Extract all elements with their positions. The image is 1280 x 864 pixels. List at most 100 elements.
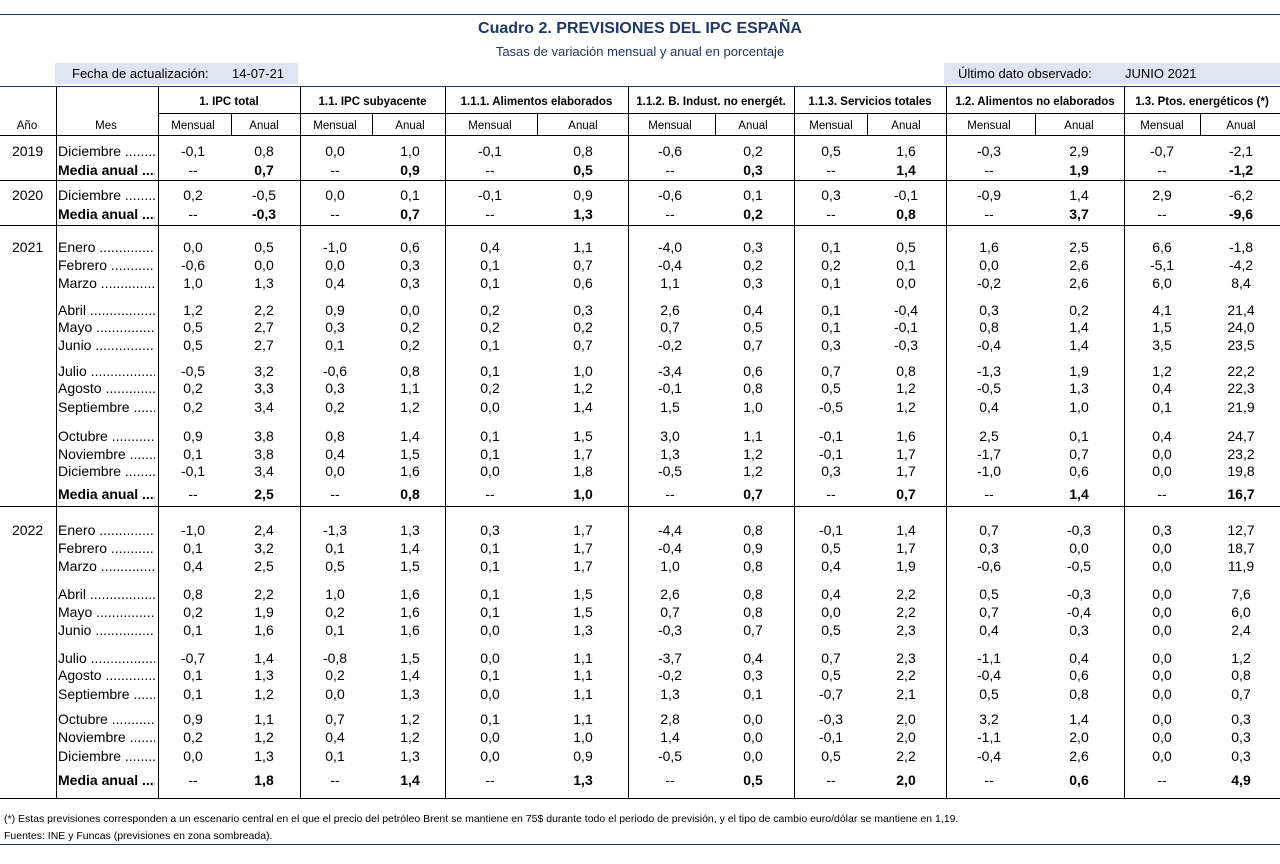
annual-value: 1,3 <box>254 667 274 683</box>
monthly-value: -- <box>330 772 340 788</box>
annual-value: 0,6 <box>743 363 763 379</box>
column-divider <box>628 87 629 798</box>
annual-value: 1,2 <box>896 399 916 415</box>
annual-value: 0,3 <box>743 162 763 178</box>
annual-value: 1,0 <box>573 363 593 379</box>
annual-value: 0,7 <box>896 486 916 502</box>
monthly-value: 0,1 <box>183 540 203 556</box>
annual-value: 23,2 <box>1227 446 1255 462</box>
annual-value: 2,0 <box>1069 729 1089 745</box>
annual-value: 0,0 <box>743 729 763 745</box>
update-date-box: Fecha de actualización: 14-07-21 <box>55 63 298 84</box>
monthly-value: 0,1 <box>480 446 500 462</box>
monthly-value: -0,4 <box>976 667 1002 683</box>
annual-header: Anual <box>568 120 598 132</box>
month-label: Febrero ................................… <box>58 257 155 273</box>
subcolumn-divider <box>537 114 538 135</box>
annual-value: 2,2 <box>896 667 916 683</box>
annual-value: 0,7 <box>743 622 763 638</box>
monthly-value: -0,5 <box>657 748 683 764</box>
monthly-value: 2,5 <box>979 428 999 444</box>
group-header: 1.3. Ptos. energéticos (*) <box>1135 96 1269 108</box>
monthly-value: 0,7 <box>821 363 841 379</box>
monthly-value: 3,0 <box>660 428 680 444</box>
annual-value: 3,2 <box>254 363 274 379</box>
group-header: 1.1.3. Servicios totales <box>808 96 932 108</box>
monthly-value: -- <box>984 772 994 788</box>
annual-value: 0,6 <box>1069 463 1089 479</box>
update-label: Fecha de actualización: <box>72 66 209 81</box>
annual-value: 2,0 <box>896 711 916 727</box>
monthly-value: 0,0 <box>325 257 345 273</box>
annual-value: -0,4 <box>893 302 919 318</box>
monthly-value: -0,3 <box>657 622 683 638</box>
monthly-value: 3,2 <box>979 711 999 727</box>
monthly-value: 0,8 <box>979 319 999 335</box>
annual-header: Anual <box>738 120 768 132</box>
monthly-value: 0,4 <box>1152 380 1172 396</box>
annual-value: 2,7 <box>254 319 274 335</box>
annual-value: 4,9 <box>1231 772 1251 788</box>
year-group-rule <box>0 180 1280 181</box>
monthly-value: 0,4 <box>979 622 999 638</box>
last-observed-label: Último dato observado: <box>958 66 1092 81</box>
month-label: Marzo ..................................… <box>58 275 155 291</box>
monthly-value: 0,8 <box>183 586 203 602</box>
annual-value: 0,8 <box>743 586 763 602</box>
annual-value: 1,4 <box>896 162 916 178</box>
annual-value: 24,0 <box>1227 319 1255 335</box>
monthly-value: 0,5 <box>821 143 841 159</box>
group-header: 1.2. Alimentos no elaborados <box>955 96 1115 108</box>
monthly-value: 0,4 <box>1152 428 1172 444</box>
monthly-value: 0,1 <box>480 428 500 444</box>
annual-value: 2,5 <box>254 558 274 574</box>
annual-value: 1,2 <box>254 686 274 702</box>
monthly-header: Mensual <box>171 120 215 132</box>
annual-value: 0,7 <box>1069 446 1089 462</box>
monthly-value: 0,1 <box>480 275 500 291</box>
annual-value: -0,4 <box>1066 604 1092 620</box>
annual-value: 1,5 <box>573 586 593 602</box>
monthly-value: 0,0 <box>1152 711 1172 727</box>
monthly-value: 0,0 <box>1152 667 1172 683</box>
annual-value: 1,8 <box>573 463 593 479</box>
monthly-value: -1,7 <box>976 446 1002 462</box>
sources-note: Fuentes: INE y Funcas (previsiones en zo… <box>4 830 273 842</box>
monthly-value: 1,5 <box>1152 319 1172 335</box>
monthly-value: -0,8 <box>322 650 348 666</box>
subcolumn-divider <box>372 114 373 135</box>
monthly-value: 0,2 <box>325 667 345 683</box>
monthly-value: -0,2 <box>657 337 683 353</box>
monthly-value: 0,4 <box>325 729 345 745</box>
annual-value: 0,8 <box>896 363 916 379</box>
monthly-value: 0,7 <box>979 604 999 620</box>
annual-value: 1,6 <box>400 463 420 479</box>
monthly-value: -0,7 <box>1149 143 1175 159</box>
monthly-value: 0,5 <box>979 686 999 702</box>
annual-value: 3,8 <box>254 428 274 444</box>
monthly-value: -0,1 <box>818 446 844 462</box>
monthly-value: 1,0 <box>325 586 345 602</box>
annual-value: 0,8 <box>254 143 274 159</box>
annual-value: 2,2 <box>896 748 916 764</box>
annual-value: 1,7 <box>573 540 593 556</box>
annual-value: 0,0 <box>743 711 763 727</box>
month-label: Septiembre .............................… <box>58 399 155 415</box>
monthly-value: 0,0 <box>1152 686 1172 702</box>
monthly-value: -- <box>1157 206 1167 222</box>
group-header: 1.1.1. Alimentos elaborados <box>460 96 613 108</box>
monthly-value: -1,0 <box>976 463 1002 479</box>
monthly-value: 0,3 <box>325 319 345 335</box>
monthly-value: 0,0 <box>325 463 345 479</box>
monthly-value: 0,7 <box>979 522 999 538</box>
annual-value: 0,2 <box>743 257 763 273</box>
subcolumn-divider <box>1035 114 1036 135</box>
annual-value: 1,4 <box>1069 337 1089 353</box>
annual-value: -0,1 <box>893 319 919 335</box>
subcolumn-divider <box>715 114 716 135</box>
monthly-value: 0,5 <box>183 319 203 335</box>
monthly-value: -1,0 <box>322 239 348 255</box>
monthly-value: -- <box>984 206 994 222</box>
monthly-value: -1,3 <box>976 363 1002 379</box>
annual-value: 22,2 <box>1227 363 1255 379</box>
